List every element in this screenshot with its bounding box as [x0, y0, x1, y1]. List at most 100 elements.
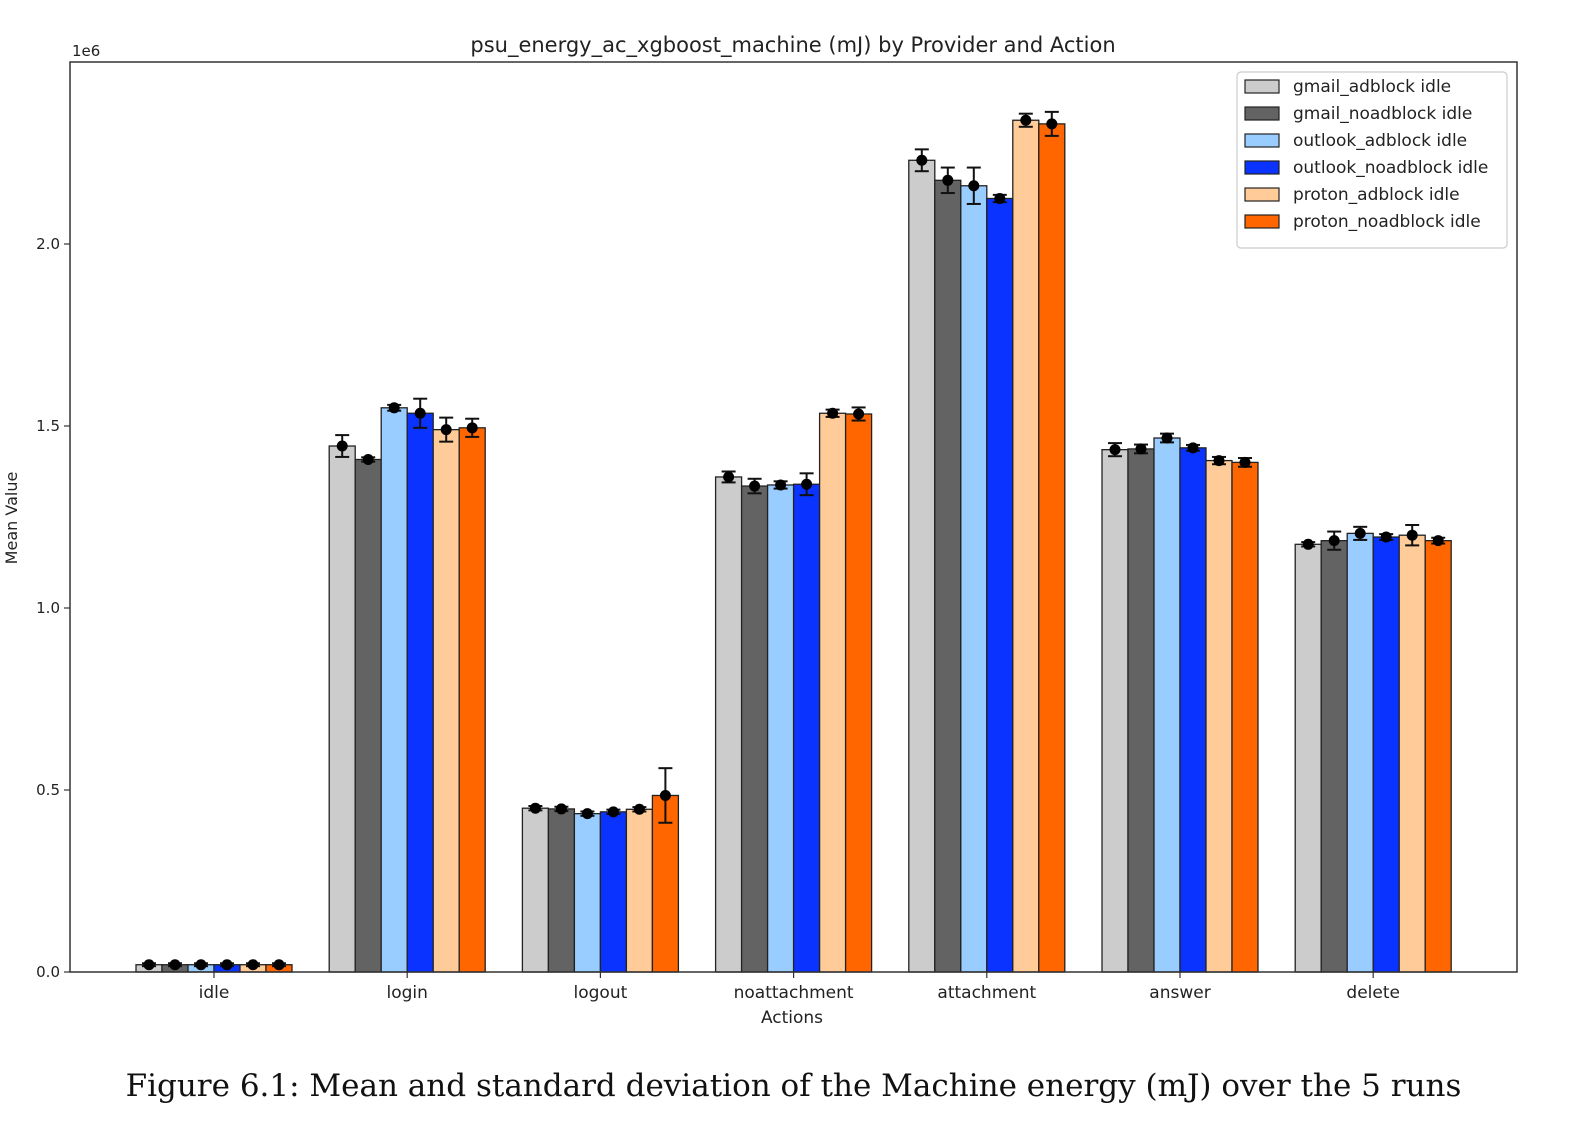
y-tick-label: 0.5 — [36, 781, 60, 799]
mean-marker — [440, 424, 452, 436]
mean-marker — [659, 789, 671, 801]
mean-marker — [1432, 535, 1444, 547]
x-tick-label: logout — [574, 983, 628, 1003]
mean-marker — [247, 959, 259, 971]
legend-box — [1236, 71, 1508, 249]
mean-marker — [916, 154, 928, 166]
bar-login-3 — [406, 412, 434, 973]
bar-noattachment-2 — [766, 484, 795, 973]
bar-login-0 — [328, 445, 356, 973]
bar-delete-5 — [1424, 540, 1452, 973]
legend-swatch — [1244, 133, 1280, 148]
mean-marker — [169, 959, 181, 971]
legend-swatch — [1244, 160, 1280, 175]
y-tick-label: 2.0 — [36, 235, 60, 253]
legend-swatch — [1244, 106, 1280, 121]
bar-attachment-2 — [960, 185, 988, 973]
legend-swatch — [1244, 214, 1280, 229]
bar-delete-0 — [1294, 543, 1322, 973]
bar-attachment-1 — [934, 179, 962, 973]
mean-marker — [273, 959, 285, 971]
bar-logout-3 — [599, 811, 628, 973]
mean-marker — [1328, 535, 1340, 547]
bar-logout-0 — [521, 807, 550, 973]
bar-noattachment-0 — [714, 476, 743, 973]
bar-noattachment-1 — [740, 485, 769, 973]
mean-marker — [221, 959, 233, 971]
plot-frame — [69, 61, 1518, 973]
mean-marker — [633, 803, 645, 815]
x-tick-label: attachment — [937, 983, 1036, 1003]
mean-marker — [723, 471, 735, 483]
x-tick-label: login — [386, 983, 427, 1003]
legend-label: outlook_noadblock idle — [1293, 158, 1488, 178]
bar-delete-4 — [1398, 534, 1426, 973]
bar-answer-5 — [1231, 461, 1259, 973]
mean-marker — [1187, 442, 1199, 454]
mean-marker — [801, 478, 813, 490]
mean-marker — [362, 453, 374, 465]
mean-marker — [827, 407, 839, 419]
bar-login-1 — [354, 458, 382, 973]
bar-logout-4 — [625, 808, 654, 973]
mean-marker — [143, 959, 155, 971]
bar-chart: psu_energy_ac_xgboost_machine (mJ) by Pr… — [2, 33, 1518, 1028]
x-tick-label: idle — [199, 983, 230, 1003]
y-tick-label: 1.0 — [36, 599, 60, 617]
mean-marker — [336, 440, 348, 452]
legend-swatch — [1244, 187, 1280, 202]
bar-login-4 — [432, 428, 460, 973]
bar-noattachment-4 — [818, 412, 847, 973]
legend-label: gmail_adblock idle — [1293, 77, 1451, 97]
legend-label: outlook_adblock idle — [1293, 131, 1467, 151]
bar-attachment-0 — [908, 159, 936, 973]
mean-marker — [466, 422, 478, 434]
mean-marker — [994, 193, 1006, 204]
legend-label: gmail_noadblock idle — [1293, 104, 1472, 124]
mean-marker — [1046, 118, 1058, 130]
mean-marker — [388, 402, 400, 414]
mean-marker — [607, 806, 619, 818]
mean-marker — [581, 808, 593, 820]
mean-marker — [1380, 531, 1392, 543]
y-scale-label: 1e6 — [72, 42, 100, 60]
mean-marker — [414, 407, 426, 419]
bar-answer-0 — [1101, 449, 1129, 973]
mean-marker — [195, 959, 207, 971]
x-tick-label: answer — [1149, 983, 1210, 1003]
bar-attachment-3 — [986, 197, 1014, 973]
mean-marker — [555, 803, 567, 815]
x-axis-label: Actions — [761, 1008, 823, 1028]
mean-marker — [968, 180, 980, 192]
plot-area: 0.0 0.5 1.0 1.5 2.0 idle login logout noattachme… — [36, 110, 1452, 1003]
bar-logout-1 — [547, 808, 576, 973]
x-tick-label: delete — [1346, 983, 1400, 1003]
mean-marker — [1161, 432, 1173, 444]
y-tick-label: 1.5 — [36, 417, 60, 435]
mean-marker — [1109, 444, 1121, 456]
mean-marker — [775, 479, 787, 491]
chart-title: psu_energy_ac_xgboost_machine (mJ) by Pr… — [470, 33, 1115, 58]
bar-noattachment-5 — [844, 413, 873, 973]
legend-label: proton_noadblock idle — [1293, 212, 1481, 232]
bar-login-2 — [380, 407, 408, 973]
bar-login-5 — [458, 427, 486, 973]
bar-attachment-5 — [1038, 123, 1066, 973]
bar-answer-2 — [1153, 437, 1181, 973]
bar-noattachment-3 — [792, 483, 821, 973]
bar-logout-5 — [651, 794, 680, 973]
mean-marker — [942, 174, 954, 186]
bar-attachment-4 — [1012, 119, 1040, 973]
legend-swatch — [1244, 79, 1280, 94]
bar-delete-3 — [1372, 536, 1400, 973]
bar-answer-1 — [1127, 448, 1155, 973]
mean-marker — [1302, 538, 1314, 550]
bar-delete-2 — [1346, 532, 1374, 973]
y-axis-label: Mean Value — [2, 472, 21, 565]
mean-marker — [1354, 527, 1366, 539]
bar-answer-3 — [1179, 447, 1207, 973]
legend: gmail_adblock idle gmail_noadblock idle ou… — [1236, 71, 1508, 249]
mean-marker — [1406, 529, 1418, 541]
mean-marker — [749, 480, 761, 492]
legend-label: proton_adblock idle — [1293, 185, 1460, 205]
